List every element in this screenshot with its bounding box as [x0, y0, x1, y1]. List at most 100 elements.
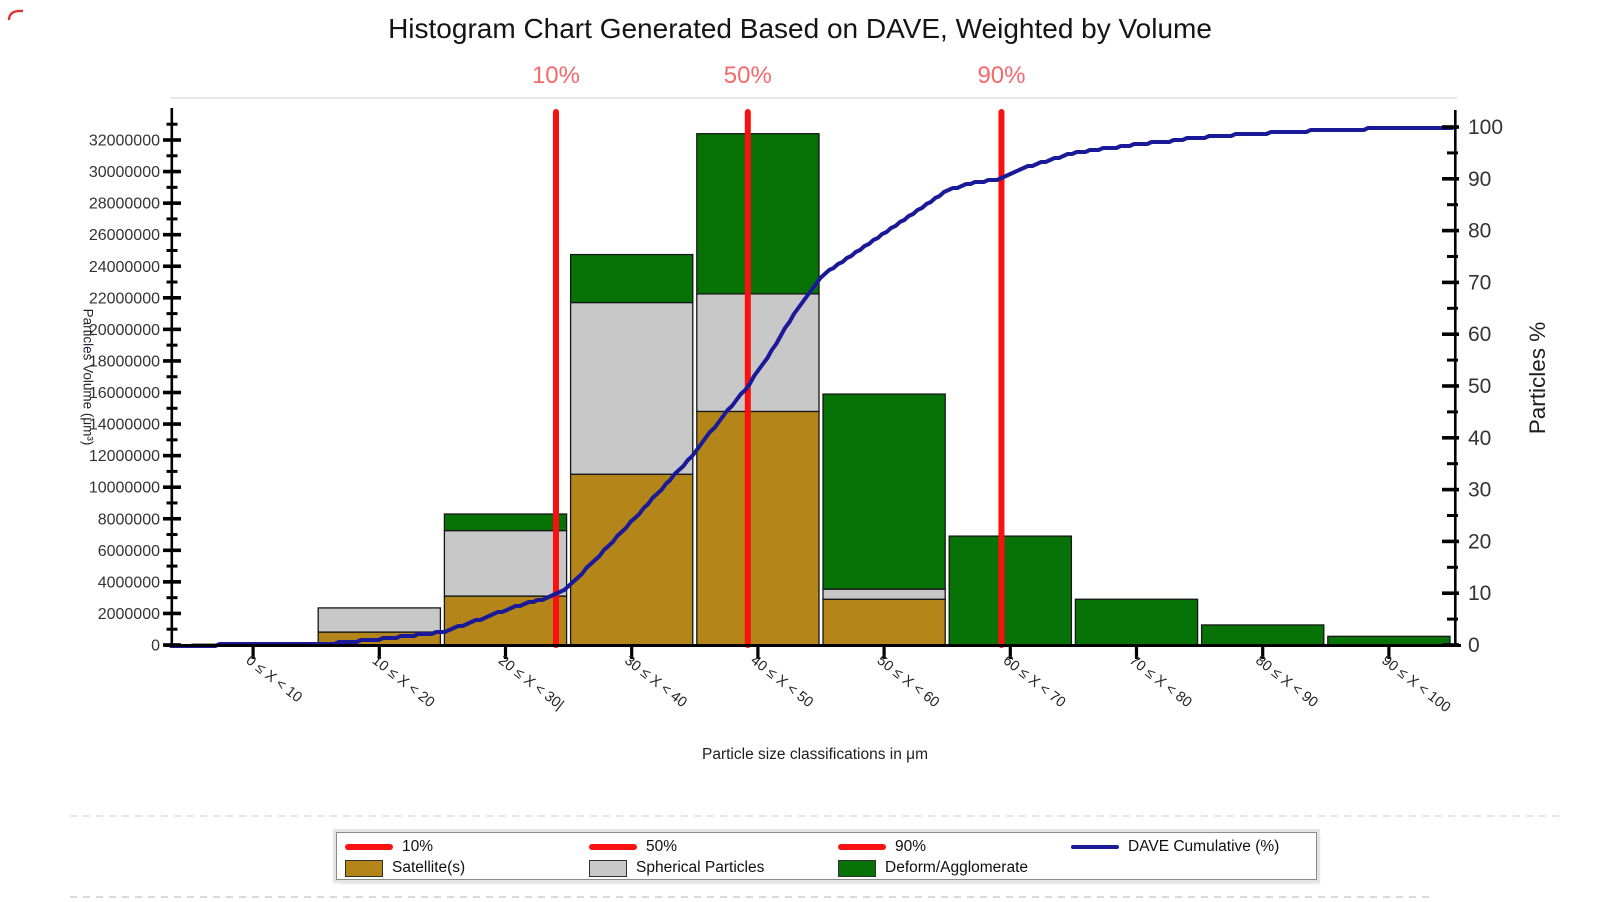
right-axis-tick-label: 70: [1468, 271, 1491, 294]
left-axis-major-tick: [163, 580, 181, 584]
left-axis-major-tick: [163, 611, 181, 616]
left-axis-major-tick: [163, 485, 181, 489]
legend-item-90-: 90%: [838, 837, 926, 857]
left-axis-tick-label: 32000000: [89, 133, 160, 150]
left-axis-major-tick: [163, 201, 181, 205]
left-axis-tick-label: 22000000: [89, 290, 160, 307]
left-axis-minor-tick: [166, 406, 178, 410]
x-axis-tick-label: 0 ≤ X < 10: [243, 653, 305, 706]
x-axis-major-tick: [882, 645, 886, 659]
chart-title: Histogram Chart Generated Based on DAVE,…: [388, 13, 1212, 44]
x-axis-tick-label: 40 ≤ X < 50: [747, 653, 816, 711]
cumulative-curve: [169, 126, 1454, 648]
right-axis-minor-tick: [1447, 462, 1458, 466]
x-axis-major-tick: [503, 645, 508, 659]
left-axis-major-tick: [163, 548, 181, 553]
left-axis-minor-tick: [166, 280, 178, 284]
x-axis-major-tick: [377, 645, 381, 659]
legend-item-label: Satellite(s): [392, 859, 466, 876]
x-axis-tick-label: 30 ≤ X < 40: [621, 653, 690, 711]
left-axis-minor-tick: [166, 469, 178, 473]
legend-item-deform-agglomerate: Deform/Agglomerate: [838, 858, 1028, 878]
left-axis-tick-label: 12000000: [89, 448, 160, 465]
right-axis-major-tick: [1442, 384, 1459, 388]
bar-segment-satellite-s--bin6: [822, 598, 946, 646]
left-axis-major-tick: [163, 453, 181, 458]
left-axis-major-tick: [163, 232, 181, 237]
legend-color-swatch: [345, 859, 383, 877]
right-axis-tick-label: 20: [1468, 530, 1491, 553]
right-axis-title: Particles %: [1525, 321, 1550, 435]
legend-line-sample: [1071, 845, 1119, 849]
right-axis-tick-label: 80: [1468, 220, 1491, 243]
right-axis-major-tick: [1442, 539, 1459, 544]
right-axis-major-tick: [1442, 125, 1459, 129]
right-axis-major-tick: [1442, 332, 1459, 336]
left-axis-minor-tick: [166, 564, 178, 568]
legend-line-sample: [589, 844, 637, 850]
left-axis-major-tick: [163, 264, 181, 269]
bar-segment-deform-agglomerate-bin8: [1074, 598, 1199, 646]
left-axis-minor-tick: [166, 217, 178, 221]
left-axis-minor-tick: [166, 533, 178, 537]
bar-segment-spherical-particles-bin5: [696, 293, 820, 413]
right-axis-minor-tick: [1447, 203, 1458, 207]
corner-artifact-mark: [7, 9, 24, 21]
bar-segment-satellite-s--bin4: [569, 473, 694, 646]
left-axis-tick-label: 10000000: [89, 480, 160, 497]
right-axis-major-tick: [1442, 177, 1459, 181]
bar-segment-deform-agglomerate-bin7: [948, 535, 1073, 646]
left-axis-major-tick: [163, 516, 181, 521]
left-axis-minor-tick: [166, 154, 178, 158]
x-axis-tick-label: 60 ≤ X < 70: [1000, 653, 1069, 711]
right-axis-minor-tick: [1447, 514, 1458, 517]
bar-segment-deform-agglomerate-bin5: [696, 133, 820, 295]
percentile-label-90: 90%: [977, 62, 1025, 89]
right-axis-minor-tick: [1447, 410, 1458, 414]
left-axis-minor-tick: [166, 501, 178, 505]
right-axis-minor-tick: [1447, 617, 1458, 621]
left-axis-minor-tick: [166, 185, 178, 189]
left-axis-tick-label: 6000000: [98, 543, 160, 560]
left-axis-major-tick: [163, 169, 181, 174]
legend-color-swatch: [838, 859, 876, 877]
right-axis-line: [1454, 110, 1457, 647]
left-axis-tick-label: 16000000: [89, 385, 160, 402]
left-axis-tick-label: 24000000: [89, 259, 160, 276]
left-axis-tick-label: 0: [151, 638, 160, 655]
x-axis-major-tick: [251, 645, 255, 659]
bar-segment-spherical-particles-bin3: [443, 529, 568, 597]
right-axis-minor-tick: [1447, 358, 1458, 362]
legend-item-spherical-particles: Spherical Particles: [589, 858, 764, 878]
left-axis-tick-label: 28000000: [89, 196, 160, 213]
legend-color-swatch: [589, 859, 627, 877]
left-axis-tick-label: 26000000: [89, 227, 160, 244]
legend-item-label: 90%: [895, 838, 927, 855]
left-axis-major-tick: [163, 390, 181, 395]
right-axis-tick-label: 40: [1468, 427, 1491, 450]
left-axis-major-tick: [163, 359, 181, 363]
right-axis-minor-tick: [1447, 565, 1458, 569]
right-axis-major-tick: [1442, 228, 1459, 233]
percentile-label-10: 10%: [532, 62, 580, 89]
right-axis-major-tick: [1442, 280, 1459, 285]
left-axis-minor-tick: [166, 312, 178, 316]
bar-segment-deform-agglomerate-bin4: [569, 253, 694, 304]
bar-segment-deform-agglomerate-bin9: [1200, 624, 1325, 646]
left-axis-minor-tick: [166, 122, 178, 126]
left-axis-minor-tick: [166, 627, 178, 631]
legend-item-50-: 50%: [589, 837, 677, 857]
left-axis-tick-label: 20000000: [89, 322, 160, 339]
legend-item-label: DAVE Cumulative (%): [1128, 838, 1280, 855]
x-axis-title: Particle size classifications in μm: [702, 746, 928, 763]
legend-item-label: 50%: [646, 838, 678, 855]
legend-item-label: 10%: [402, 838, 434, 855]
x-axis-major-tick: [1387, 645, 1391, 659]
right-axis-tick-label: 30: [1468, 479, 1491, 502]
left-axis-major-tick: [163, 138, 181, 142]
left-axis-minor-tick: [166, 248, 178, 252]
left-axis-tick-label: 8000000: [98, 511, 160, 528]
left-axis-minor-tick: [166, 596, 178, 600]
right-axis-tick-label: 10: [1468, 582, 1491, 605]
